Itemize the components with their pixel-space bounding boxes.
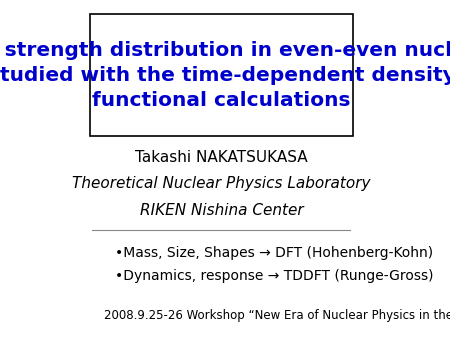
Text: •Dynamics, response → TDDFT (Runge-Gross): •Dynamics, response → TDDFT (Runge-Gross… xyxy=(115,269,433,283)
Text: Takashi NAKATSUKASA: Takashi NAKATSUKASA xyxy=(135,150,308,165)
Text: E1 strength distribution in even-even nuclei
studied with the time-dependent den: E1 strength distribution in even-even nu… xyxy=(0,41,450,110)
FancyBboxPatch shape xyxy=(90,14,353,136)
Text: Theoretical Nuclear Physics Laboratory: Theoretical Nuclear Physics Laboratory xyxy=(72,176,371,191)
Text: •Mass, Size, Shapes → DFT (Hohenberg-Kohn): •Mass, Size, Shapes → DFT (Hohenberg-Koh… xyxy=(115,246,433,260)
Text: 2008.9.25-26 Workshop “New Era of Nuclear Physics in the Cosmos”: 2008.9.25-26 Workshop “New Era of Nuclea… xyxy=(104,309,450,322)
Text: RIKEN Nishina Center: RIKEN Nishina Center xyxy=(140,203,303,218)
